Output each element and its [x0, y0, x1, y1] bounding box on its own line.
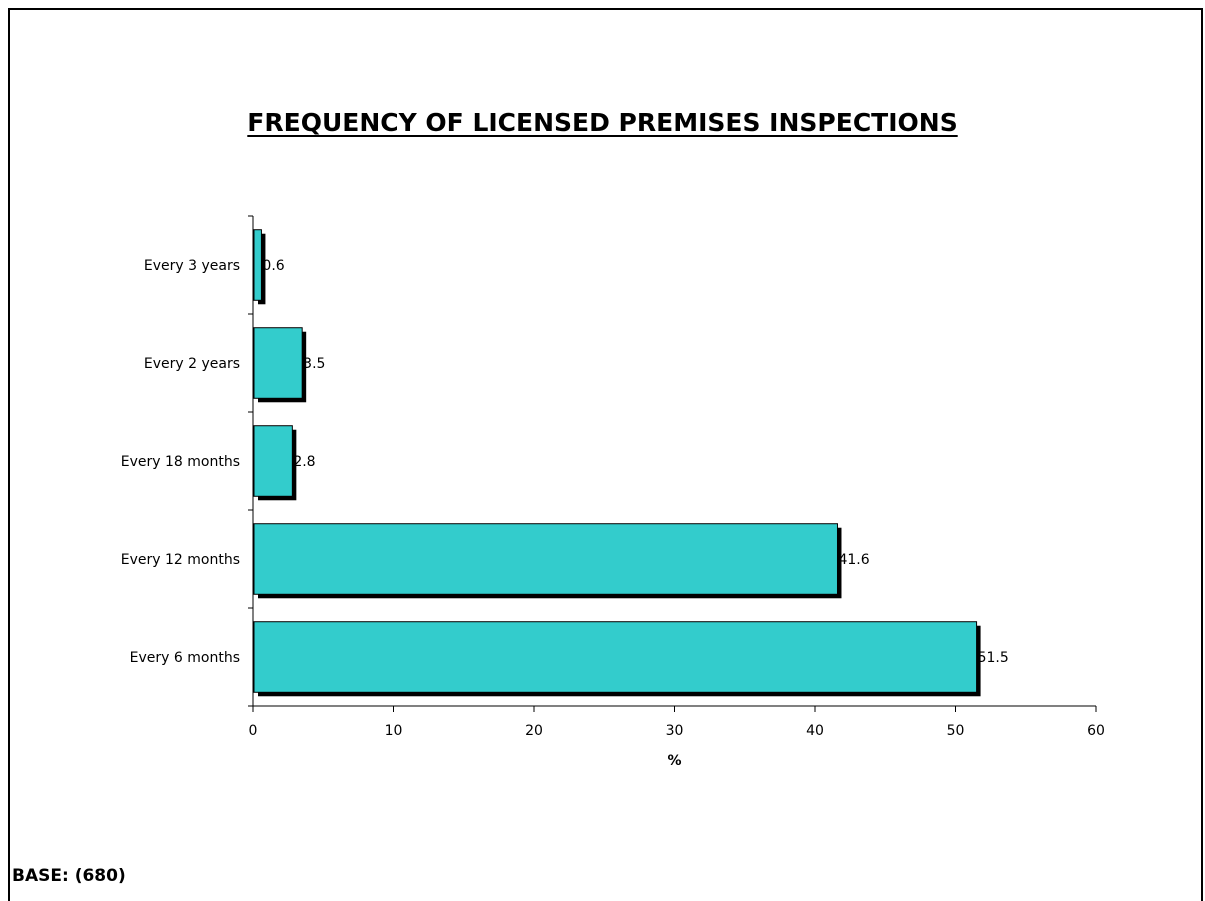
- base-note: BASE: (680): [12, 866, 126, 886]
- data-label: 3.5: [303, 356, 325, 372]
- chart-frame: [8, 8, 1203, 901]
- data-label: 41.6: [838, 552, 869, 568]
- bar: [253, 327, 303, 399]
- x-tick-label: 0: [249, 723, 258, 739]
- x-tick-label: 50: [947, 723, 965, 739]
- bar: [253, 621, 978, 693]
- data-label: 51.5: [978, 650, 1009, 666]
- x-tick-label: 40: [806, 723, 824, 739]
- x-tick-label: 60: [1087, 723, 1105, 739]
- x-axis-title: %: [667, 753, 681, 769]
- data-label: 2.8: [293, 454, 315, 470]
- x-tick-label: 30: [666, 723, 684, 739]
- data-label: 0.6: [262, 258, 284, 274]
- category-label: Every 3 years: [144, 258, 240, 274]
- bar: [253, 229, 262, 301]
- category-label: Every 6 months: [130, 650, 240, 666]
- category-label: Every 12 months: [121, 552, 240, 568]
- chart-title: FREQUENCY OF LICENSED PREMISES INSPECTIO…: [0, 108, 1205, 137]
- x-tick-label: 20: [525, 723, 543, 739]
- bar: [253, 523, 838, 595]
- bar: [253, 425, 293, 497]
- category-label: Every 18 months: [121, 454, 240, 470]
- category-label: Every 2 years: [144, 356, 240, 372]
- x-tick-label: 10: [385, 723, 403, 739]
- chart-title-text: FREQUENCY OF LICENSED PREMISES INSPECTIO…: [247, 108, 958, 137]
